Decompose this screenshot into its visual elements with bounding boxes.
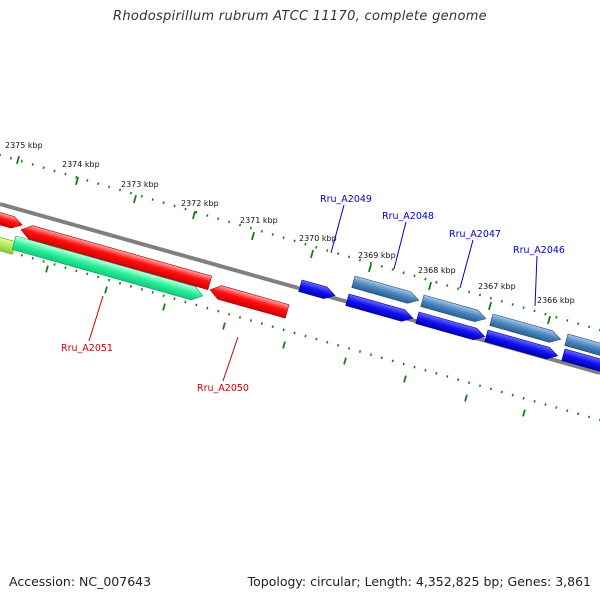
gene-arrow[interactable] [351, 275, 421, 306]
gene-leader-line [459, 239, 474, 289]
scale-tick-major [282, 341, 286, 349]
gene-arrow[interactable] [420, 294, 488, 324]
scale-tick-major [133, 194, 137, 204]
scale-tick-major [464, 394, 468, 402]
scale-tick-major [310, 249, 314, 259]
gene-label[interactable]: Rru_A2047 [449, 229, 501, 240]
scale-tick-major [547, 315, 551, 325]
gene-arrow[interactable] [484, 329, 559, 362]
gene-leader-line [330, 204, 345, 254]
scale-tick-major [522, 409, 526, 417]
scale-layer: 2375 kbp 2374 kbp 2373 kbp 2372 kbp 2371 kbp… [0, 141, 600, 422]
gene-arrow[interactable] [564, 333, 600, 357]
scale-tick-major [403, 375, 407, 383]
scale-tick-label: 2370 kbp [299, 234, 337, 243]
gene-leader-line [222, 336, 239, 382]
scale-tick-label: 2369 kbp [358, 251, 396, 260]
map-title: Rhodospirillum rubrum ATCC 11170, comple… [113, 9, 487, 24]
scale-tick-label: 2374 kbp [62, 160, 100, 169]
accession-text: Accession: NC_007643 [9, 574, 152, 589]
scale-tick-label: 2373 kbp [121, 180, 159, 189]
gene-leader-line [534, 255, 538, 307]
scale-tick-label: 2372 kbp [181, 199, 219, 208]
gene-arrow[interactable] [0, 225, 17, 255]
label-layer: Rru_A2049 Rru_A2048 Rru_A2047 Rru_A2046 Rru_… [61, 194, 565, 394]
scale-tick-major [75, 176, 79, 186]
scale-tick-major [45, 265, 49, 273]
scale-tick-major [104, 286, 108, 294]
gene-arrow[interactable] [489, 313, 563, 345]
scale-tick-label: 2375 kbp [5, 141, 43, 150]
gene-label[interactable]: Rru_A2050 [197, 383, 249, 394]
gene-arrow[interactable] [208, 283, 290, 319]
gene-arrow[interactable] [415, 311, 487, 343]
scale-tick-major [192, 210, 196, 220]
scale-tick-major [251, 231, 255, 241]
scale-tick-major [222, 322, 226, 330]
gene-arrow[interactable] [561, 348, 600, 372]
gene-arrow[interactable] [345, 293, 415, 324]
scale-tick-major [428, 281, 432, 291]
gene-label[interactable]: Rru_A2046 [513, 245, 565, 256]
scale-tick-major [488, 301, 492, 311]
gene-layer [0, 203, 600, 372]
gene-leader-line [88, 295, 104, 342]
gene-arrow[interactable] [19, 223, 213, 290]
genome-summary-text: Topology: circular; Length: 4,352,825 bp… [247, 574, 591, 589]
gene-arrow[interactable] [11, 235, 204, 303]
scale-tick-major [16, 155, 20, 165]
scale-tick-label: 2368 kbp [418, 266, 456, 275]
scale-tick-label: 2366 kbp [537, 296, 575, 305]
scale-tick-major [368, 263, 372, 273]
gene-arrow[interactable] [0, 203, 24, 231]
scale-tick-major [162, 303, 166, 311]
gene-arrow[interactable] [298, 279, 337, 301]
gene-label[interactable]: Rru_A2051 [61, 343, 113, 354]
gene-label[interactable]: Rru_A2049 [320, 194, 372, 205]
lower-scale-rail [0, 247, 600, 422]
upper-scale-rail [0, 153, 600, 332]
scale-tick-major [343, 357, 347, 365]
scale-tick-label: 2367 kbp [478, 282, 516, 291]
gene-leader-line [393, 221, 407, 270]
scale-tick-label: 2371 kbp [240, 216, 278, 225]
gene-label[interactable]: Rru_A2048 [382, 211, 434, 222]
